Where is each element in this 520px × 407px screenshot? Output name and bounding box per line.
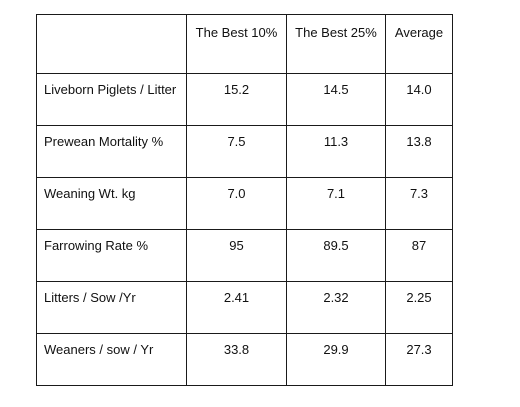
row-label-weaning-weight: Weaning Wt. kg [36, 177, 187, 230]
cell-value: 7.0 [186, 177, 287, 230]
row-label-prewean-mortality: Prewean Mortality % [36, 125, 187, 178]
cell-value: 7.3 [385, 177, 453, 230]
row-label-weaners-per-sow: Weaners / sow / Yr [36, 333, 187, 386]
row-label-liveborn-piglets: Liveborn Piglets / Litter [36, 73, 187, 126]
cell-value: 33.8 [186, 333, 287, 386]
cell-value: 87 [385, 229, 453, 282]
column-header-best-10: The Best 10% [186, 14, 287, 74]
table-row: Liveborn Piglets / Litter 15.2 14.5 14.0 [36, 73, 453, 126]
column-header-best-25: The Best 25% [286, 14, 386, 74]
table-row: Farrowing Rate % 95 89.5 87 [36, 229, 453, 282]
table-header-row: The Best 10% The Best 25% Average [36, 14, 453, 74]
corner-cell [36, 14, 187, 74]
cell-value: 11.3 [286, 125, 386, 178]
cell-value: 15.2 [186, 73, 287, 126]
table-row: Litters / Sow /Yr 2.41 2.32 2.25 [36, 281, 453, 334]
column-header-average: Average [385, 14, 453, 74]
row-label-litters-per-sow: Litters / Sow /Yr [36, 281, 187, 334]
cell-value: 7.5 [186, 125, 287, 178]
table-row: Weaners / sow / Yr 33.8 29.9 27.3 [36, 333, 453, 386]
cell-value: 7.1 [286, 177, 386, 230]
cell-value: 27.3 [385, 333, 453, 386]
table-row: Weaning Wt. kg 7.0 7.1 7.3 [36, 177, 453, 230]
cell-value: 2.32 [286, 281, 386, 334]
cell-value: 29.9 [286, 333, 386, 386]
performance-table: The Best 10% The Best 25% Average Livebo… [36, 14, 453, 386]
row-label-farrowing-rate: Farrowing Rate % [36, 229, 187, 282]
cell-value: 13.8 [385, 125, 453, 178]
table-row: Prewean Mortality % 7.5 11.3 13.8 [36, 125, 453, 178]
cell-value: 95 [186, 229, 287, 282]
cell-value: 14.0 [385, 73, 453, 126]
cell-value: 89.5 [286, 229, 386, 282]
cell-value: 14.5 [286, 73, 386, 126]
cell-value: 2.25 [385, 281, 453, 334]
cell-value: 2.41 [186, 281, 287, 334]
